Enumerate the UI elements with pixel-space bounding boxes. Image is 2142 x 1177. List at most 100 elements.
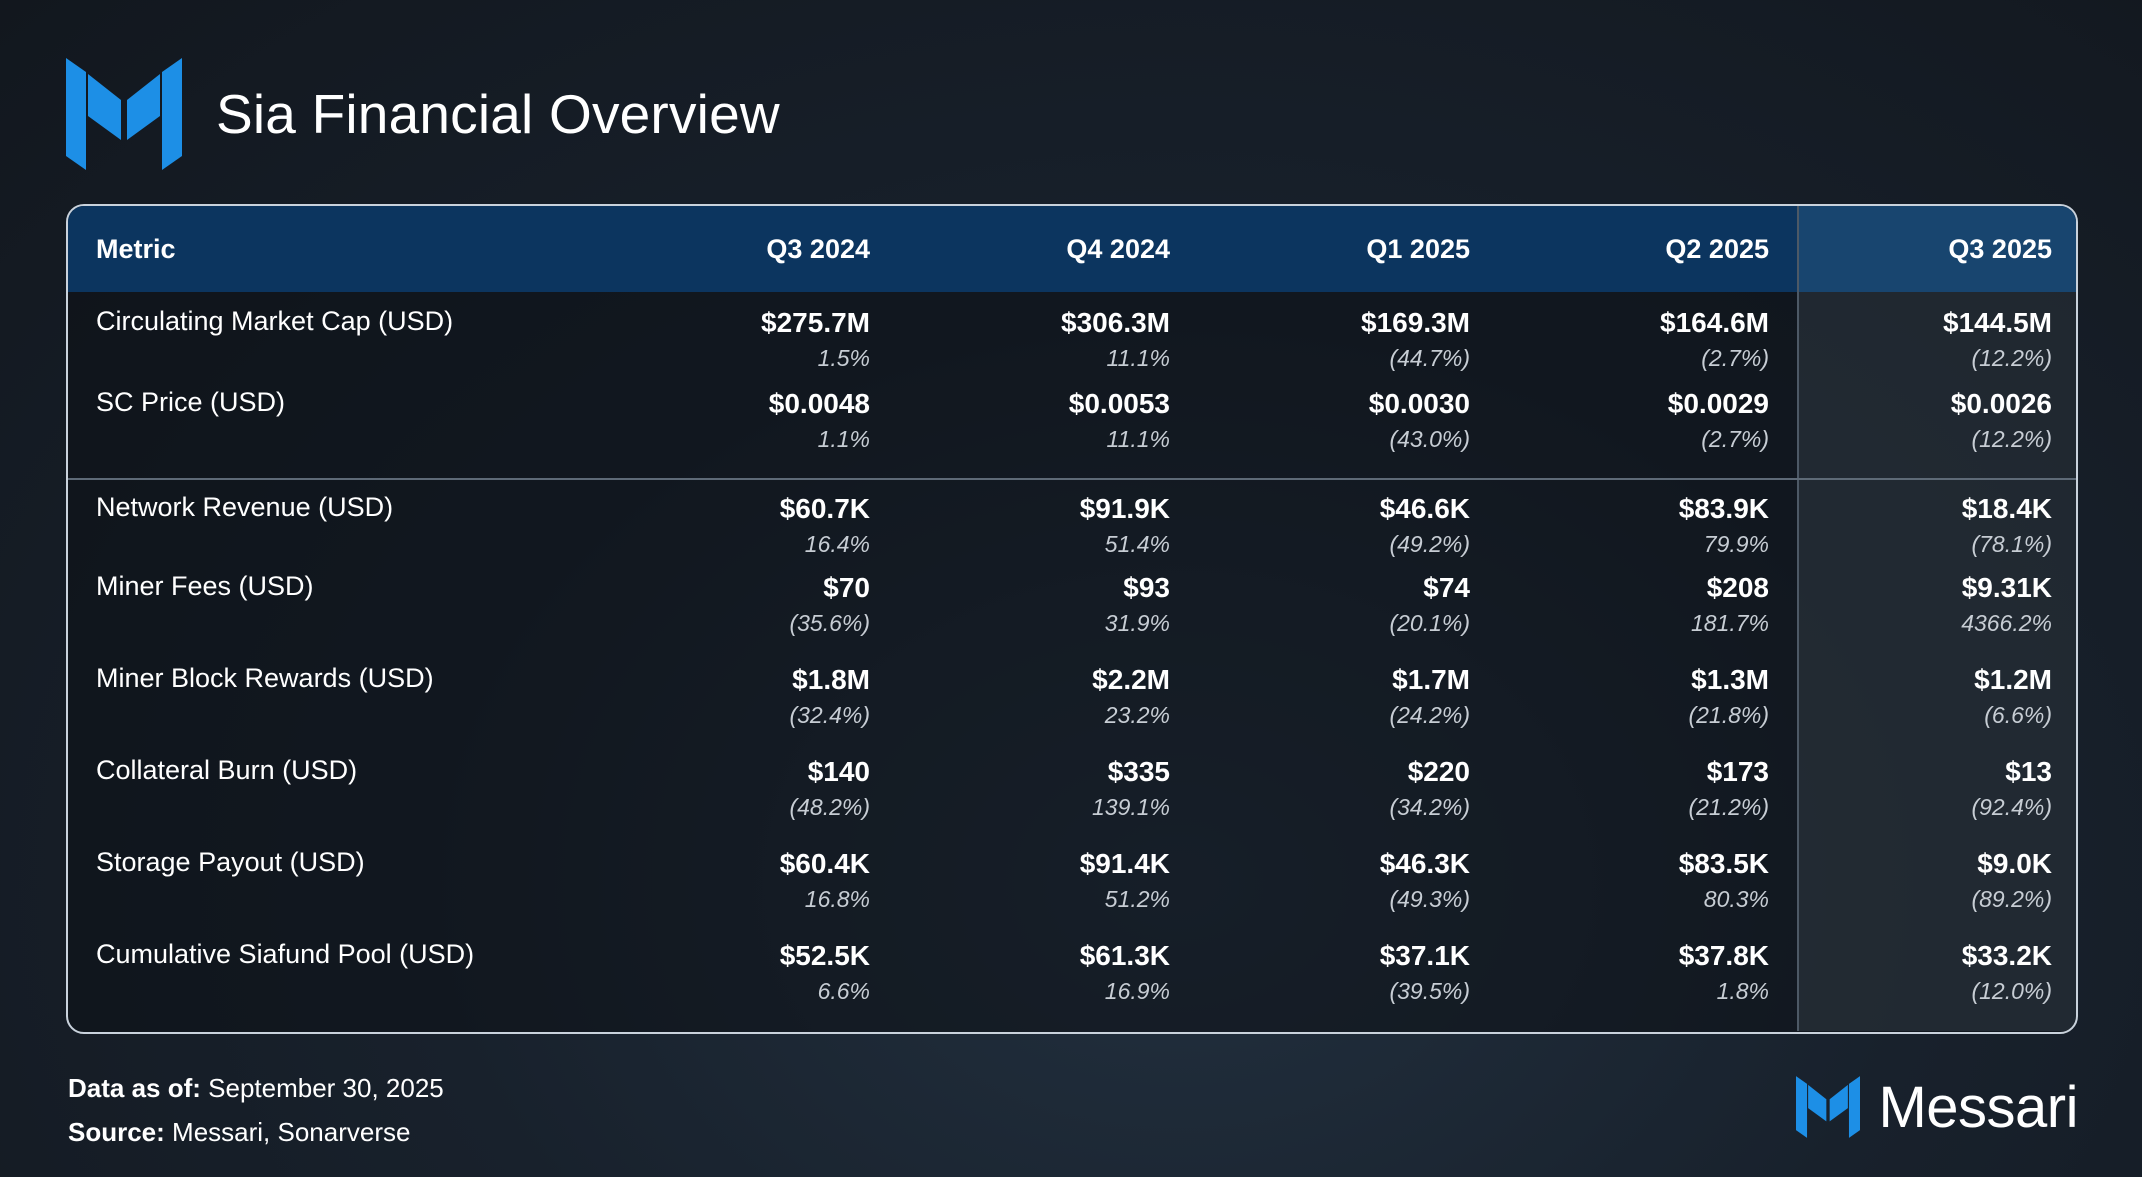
metric-cell: $1.2M (6.6%)	[1797, 663, 2076, 755]
metric-change: 4366.2%	[1961, 610, 2052, 636]
metric-value: $1.7M	[1392, 664, 1470, 695]
metric-change: (12.2%)	[1971, 426, 2052, 452]
table-row: Circulating Market Cap (USD) $275.7M 1.5% $…	[68, 292, 2076, 387]
metric-change: (32.4%)	[789, 702, 870, 728]
brand-logo: Messari	[1796, 1074, 2078, 1140]
metric-cell: $60.4K 16.8%	[598, 847, 898, 939]
metric-change: (44.7%)	[1389, 345, 1470, 371]
metric-cell: $140 (48.2%)	[598, 755, 898, 847]
metric-value: $9.0K	[1977, 848, 2052, 879]
footer: Data as of: September 30, 2025 Source: M…	[68, 1066, 444, 1154]
metric-cell: $144.5M (12.2%)	[1797, 292, 2076, 387]
metric-label: SC Price (USD)	[68, 387, 598, 480]
metric-cell: $46.3K (49.3%)	[1198, 847, 1498, 939]
metric-cell: $164.6M (2.7%)	[1498, 292, 1798, 387]
metric-value: $2.2M	[1092, 664, 1170, 695]
metric-value: $52.5K	[779, 940, 870, 971]
metric-label: Miner Fees (USD)	[96, 571, 314, 601]
metric-cell: $275.7M 1.5%	[598, 292, 898, 387]
metric-cell: $70 (35.6%)	[598, 571, 898, 663]
metric-cell: $1.8M (32.4%)	[598, 663, 898, 755]
metric-cell: $18.4K (78.1%)	[1797, 479, 2076, 571]
metric-change: (21.8%)	[1688, 702, 1769, 728]
metric-cell: $0.0030 (43.0%)	[1198, 387, 1498, 480]
metric-value: $91.9K	[1079, 493, 1170, 524]
data-as-of-value: September 30, 2025	[208, 1073, 444, 1103]
metric-value: $91.4K	[1079, 848, 1170, 879]
metric-cell: $173 (21.2%)	[1498, 755, 1798, 847]
metric-change: 11.1%	[1106, 345, 1170, 371]
metric-change: (92.4%)	[1971, 794, 2052, 820]
metric-value: $0.0048	[768, 388, 870, 419]
data-as-of-label: Data as of:	[68, 1073, 201, 1103]
table-row: Miner Fees (USD) $70 (35.6%) $93 31.9% $74 (20…	[68, 571, 2076, 663]
metric-change: (35.6%)	[789, 610, 870, 636]
metric-change: (39.5%)	[1389, 978, 1470, 1004]
metric-label: Network Revenue (USD)	[96, 492, 394, 522]
metric-value: $60.7K	[779, 493, 870, 524]
metric-change: (6.6%)	[1984, 702, 2052, 728]
column-header: Q2 2025	[1665, 233, 1769, 264]
metric-change: 79.9%	[1703, 531, 1769, 557]
metric-value: $33.2K	[1961, 940, 2052, 971]
metric-value: $1.2M	[1974, 664, 2052, 695]
metric-cell: $1.3M (21.8%)	[1498, 663, 1798, 755]
metric-change: (49.2%)	[1389, 531, 1470, 557]
metric-value: $70	[823, 572, 870, 603]
metric-value: $0.0029	[1667, 388, 1769, 419]
metric-cell: $306.3M 11.1%	[898, 292, 1198, 387]
metric-cell: $13 (92.4%)	[1797, 755, 2076, 847]
source-line: Source: Messari, Sonarverse	[68, 1110, 444, 1154]
metric-value: $173	[1706, 756, 1769, 787]
metric-cell: $9.31K 4366.2%	[1797, 571, 2076, 663]
metric-value: $0.0053	[1068, 388, 1170, 419]
metric-change: 16.4%	[804, 531, 870, 557]
metric-cell: $37.1K (39.5%)	[1198, 939, 1498, 1031]
metric-cell: $1.7M (24.2%)	[1198, 663, 1498, 755]
metric-value: $9.31K	[1961, 572, 2052, 603]
metric-cell: $0.0048 1.1%	[598, 387, 898, 480]
data-as-of: Data as of: September 30, 2025	[68, 1066, 444, 1110]
metric-change: (12.2%)	[1971, 345, 2052, 371]
metric-change: (21.2%)	[1688, 794, 1769, 820]
metric-cell: $0.0029 (2.7%)	[1498, 387, 1798, 480]
metric-value: $1.8M	[792, 664, 870, 695]
table-row: Collateral Burn (USD) $140 (48.2%) $335 139.…	[68, 755, 2076, 847]
metric-cell: $91.4K 51.2%	[898, 847, 1198, 939]
column-header: Q3 2024	[766, 233, 870, 264]
metric-value: $83.9K	[1678, 493, 1769, 524]
metric-cell: $46.6K (49.2%)	[1198, 479, 1498, 571]
metric-value: $140	[807, 756, 870, 787]
metric-cell: $335 139.1%	[898, 755, 1198, 847]
table-row: Miner Block Rewards (USD) $1.8M (32.4%) $2.…	[68, 663, 2076, 755]
metric-cell: $33.2K (12.0%)	[1797, 939, 2076, 1031]
source-value: Messari, Sonarverse	[172, 1117, 411, 1147]
table-row: Cumulative Siafund Pool (USD) $52.5K 6.6% $…	[68, 939, 2076, 1031]
metric-cell: $83.9K 79.9%	[1498, 479, 1798, 571]
metric-cell: $91.9K 51.4%	[898, 479, 1198, 571]
page-title: Sia Financial Overview	[216, 83, 780, 145]
metric-value: $46.6K	[1379, 493, 1470, 524]
metric-change: 51.2%	[1104, 886, 1170, 912]
column-header: Q1 2025	[1366, 233, 1470, 264]
metric-change: 6.6%	[817, 978, 870, 1004]
table-row: Network Revenue (USD) $60.7K 16.4% $91.9K 51…	[68, 479, 2076, 571]
metric-value: $37.8K	[1678, 940, 1769, 971]
metric-cell: $0.0053 11.1%	[898, 387, 1198, 480]
metric-change: (49.3%)	[1389, 886, 1470, 912]
metric-label: Cumulative Siafund Pool (USD)	[96, 939, 475, 969]
metric-value: $220	[1407, 756, 1470, 787]
metric-value: $93	[1123, 572, 1170, 603]
metric-change: 31.9%	[1104, 610, 1170, 636]
table-row: SC Price (USD) $0.0048 1.1% $0.0053 11.1% $0.…	[68, 387, 2076, 480]
metric-value: $83.5K	[1678, 848, 1769, 879]
metric-cell: $60.7K 16.4%	[598, 479, 898, 571]
metric-value: $144.5M	[1943, 307, 2052, 338]
metric-value: $46.3K	[1379, 848, 1470, 879]
metric-cell: $37.8K 1.8%	[1498, 939, 1798, 1031]
metric-value: $208	[1706, 572, 1769, 603]
metric-cell: $52.5K 6.6%	[598, 939, 898, 1031]
table-header-row: Metric Q3 2024 Q4 2024 Q1 2025 Q2 2025 Q…	[68, 206, 2076, 292]
metric-change: 11.1%	[1106, 426, 1170, 452]
metric-cell: $2.2M 23.2%	[898, 663, 1198, 755]
